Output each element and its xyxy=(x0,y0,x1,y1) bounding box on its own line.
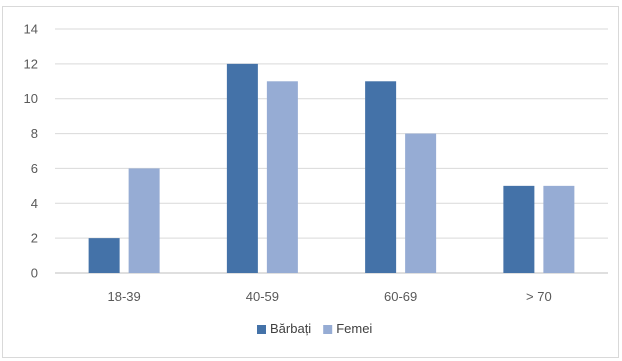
bar-femei-0 xyxy=(128,168,160,273)
y-tick-label: 2 xyxy=(31,231,38,246)
x-axis-tick-labels: 18-39 40-59 60-69 > 70 xyxy=(108,289,552,304)
bar-femei-2 xyxy=(405,133,437,273)
y-tick-label: 12 xyxy=(24,56,38,71)
bars xyxy=(88,63,575,274)
legend-swatch xyxy=(323,325,333,334)
x-tick-label: 18-39 xyxy=(108,289,141,304)
chart-frame xyxy=(2,6,619,358)
legend-label: Bărbați xyxy=(270,321,311,336)
legend-item-0: Bărbați xyxy=(257,321,311,336)
legend-label: Femei xyxy=(336,321,372,336)
bar-b-rba-i-0 xyxy=(88,238,120,273)
y-tick-label: 6 xyxy=(31,161,38,176)
y-axis-tick-labels: 0 2 4 6 8 10 12 14 xyxy=(24,22,38,281)
bar-b-rba-i-3 xyxy=(503,185,535,273)
y-tick-label: 0 xyxy=(31,266,38,281)
legend: Bărbați Femei xyxy=(257,321,372,336)
legend-item-1: Femei xyxy=(323,321,372,336)
y-tick-label: 4 xyxy=(31,196,38,211)
legend-swatch xyxy=(257,325,266,334)
bar-b-rba-i-2 xyxy=(365,81,397,274)
bar-b-rba-i-1 xyxy=(226,63,258,273)
x-tick-label: 40-59 xyxy=(246,289,279,304)
x-tick-label: 60-69 xyxy=(384,289,417,304)
bar-femei-1 xyxy=(266,81,298,274)
y-tick-label: 14 xyxy=(24,22,38,37)
y-tick-label: 10 xyxy=(24,91,38,106)
x-tick-label: > 70 xyxy=(526,289,552,304)
y-tick-label: 8 xyxy=(31,126,38,141)
bar-femei-3 xyxy=(543,185,575,273)
